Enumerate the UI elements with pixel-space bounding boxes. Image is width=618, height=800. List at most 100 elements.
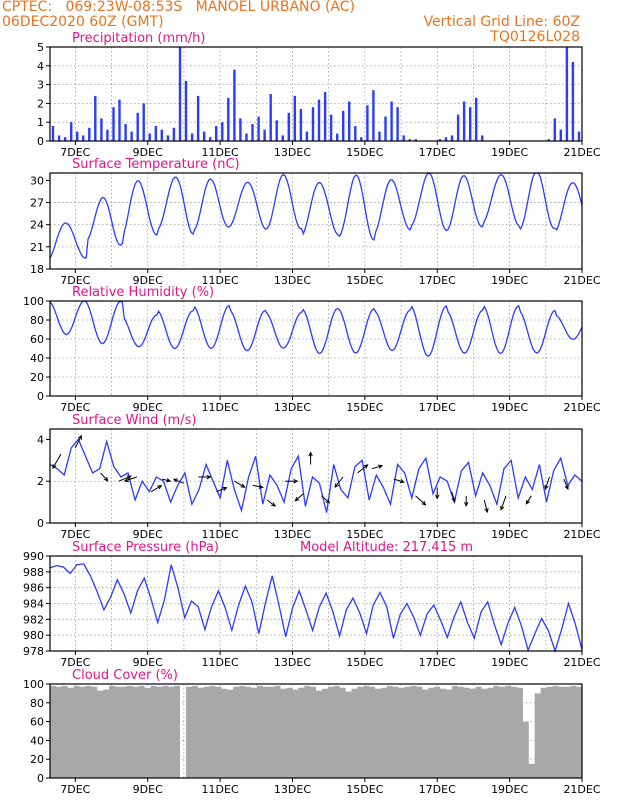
y-tick-label: 990 <box>23 550 44 563</box>
precip-bar <box>565 47 569 141</box>
precip-bar <box>88 127 91 141</box>
x-tick-label: 11DEC <box>202 401 239 414</box>
wind-arrow-head <box>166 478 172 483</box>
wind-arrow-shaft <box>393 478 404 483</box>
wind-arrow-shaft <box>415 495 426 506</box>
panel-title: Surface Temperature (nC) <box>72 157 240 172</box>
precip-bar <box>184 80 188 141</box>
precip-bar <box>154 126 157 141</box>
x-tick-label: 21DEC <box>563 274 600 287</box>
precip-bar <box>299 109 303 141</box>
precip-bar <box>462 101 466 141</box>
x-tick-label: 15DEC <box>346 783 383 796</box>
y-tick-label: 40 <box>30 734 44 747</box>
x-tick-label: 9DEC <box>133 783 163 796</box>
wind-arrow-shaft <box>151 485 162 493</box>
wind-arrow-shaft <box>544 476 550 490</box>
precip-bar <box>136 112 139 141</box>
y-tick-label: 3 <box>37 79 44 92</box>
x-tick-label: 11DEC <box>202 528 239 541</box>
wind-arrow-shaft <box>74 435 82 449</box>
precip-bar <box>323 92 327 141</box>
precip-bar <box>112 107 115 141</box>
x-tick-label: 21DEC <box>563 401 600 414</box>
y-tick-label: 30 <box>30 174 44 187</box>
precip-bar <box>366 105 369 141</box>
precip-bar <box>233 69 236 141</box>
precip-bar <box>57 135 61 141</box>
wind-arrow-head <box>294 496 300 502</box>
precip-bar <box>239 118 242 141</box>
panel-subtitle: Model Altitude: 217.415 m <box>300 540 473 555</box>
pressure-line <box>49 563 583 654</box>
x-tick-label: 9DEC <box>133 146 163 159</box>
precip-bar <box>106 129 109 141</box>
x-tick-label: 17DEC <box>419 146 456 159</box>
wind-arrow-shaft <box>321 495 330 504</box>
precip-bar <box>438 139 442 141</box>
wind-arrow-head <box>334 482 340 488</box>
temperature-line <box>49 172 583 259</box>
wind-arrow-shaft <box>162 478 171 482</box>
x-tick-label: 13DEC <box>274 401 311 414</box>
precip-bar <box>293 95 296 141</box>
precip-bar <box>263 129 266 141</box>
precip-bar <box>178 47 182 141</box>
wind-arrow-head <box>544 485 549 491</box>
y-tick-label: 0 <box>37 390 44 403</box>
y-tick-label: 0 <box>37 517 44 530</box>
precip-bar <box>547 139 550 141</box>
precip-bar <box>336 133 339 141</box>
wind-arrow-shaft <box>483 499 488 513</box>
panel-frame <box>49 46 583 142</box>
precip-bar <box>577 131 581 141</box>
x-tick-label: 17DEC <box>419 528 456 541</box>
precip-bar <box>329 114 333 141</box>
wind-arrow-shaft <box>234 480 245 488</box>
y-tick-label: 100 <box>23 678 44 691</box>
wind-arrow-head <box>206 474 212 480</box>
panel-frame <box>49 172 583 270</box>
precip-bar <box>372 90 375 141</box>
x-tick-label: 19DEC <box>491 401 528 414</box>
precip-bar <box>209 137 212 141</box>
wind-arrow-head <box>421 500 427 506</box>
precip-bar <box>281 135 284 141</box>
wind-arrow-head <box>123 477 129 483</box>
y-tick-label: 27 <box>30 197 44 210</box>
x-tick-label: 7DEC <box>60 146 90 159</box>
x-tick-label: 19DEC <box>491 783 528 796</box>
x-tick-label: 15DEC <box>346 528 383 541</box>
precip-bar <box>305 131 309 141</box>
wind-arrow-head <box>103 476 109 482</box>
header-product-code: TQ0126L028 <box>490 29 580 45</box>
x-tick-label: 17DEC <box>419 783 456 796</box>
wind-arrow-head <box>157 485 163 490</box>
wind-arrow-head <box>258 484 264 489</box>
y-tick-label: 2 <box>37 475 44 488</box>
precip-bar <box>269 94 272 141</box>
wind-arrow-head <box>126 475 132 480</box>
x-tick-label: 15DEC <box>346 274 383 287</box>
x-tick-label: 21DEC <box>563 146 600 159</box>
wind-arrow-head <box>77 434 82 440</box>
y-tick-label: 60 <box>30 716 44 729</box>
precip-bar <box>142 103 145 141</box>
wind-arrow-shaft <box>371 465 383 470</box>
panel-title: Relative Humidity (%) <box>72 285 214 300</box>
precip-bar <box>390 101 393 141</box>
x-tick-label: 19DEC <box>491 528 528 541</box>
x-tick-label: 9DEC <box>133 274 163 287</box>
y-tick-label: 4 <box>37 433 44 446</box>
x-tick-label: 19DEC <box>491 656 528 669</box>
precip-bar <box>172 127 176 141</box>
precip-bar <box>94 95 97 141</box>
precip-bar <box>342 110 345 141</box>
y-tick-label: 984 <box>23 598 44 611</box>
y-tick-label: 4 <box>37 60 44 73</box>
precip-bar <box>76 131 79 141</box>
precip-bar <box>348 101 351 141</box>
wind-arrow-head <box>484 507 489 514</box>
x-tick-label: 13DEC <box>274 783 311 796</box>
x-tick-label: 13DEC <box>274 528 311 541</box>
